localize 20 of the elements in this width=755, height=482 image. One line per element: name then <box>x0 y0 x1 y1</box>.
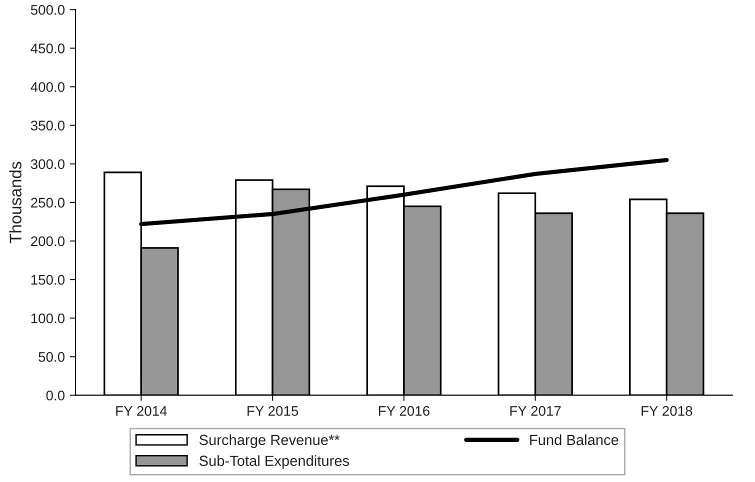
legend-label: Sub-Total Expenditures <box>199 455 350 469</box>
x-tick-label: FY 2015 <box>248 406 298 416</box>
x-tick-label: FY 2017 <box>510 406 561 416</box>
y-tick-label: 200.0 <box>31 236 65 246</box>
y-tick-label: 250.0 <box>31 198 65 208</box>
x-tick-label: FY 2018 <box>642 406 692 416</box>
x-tick-label: FY 2014 <box>116 406 167 416</box>
y-tick-label: 100.0 <box>31 313 65 324</box>
legend-label: Fund Balance <box>530 434 618 446</box>
y-axis-title: Thousands <box>9 162 22 244</box>
y-tick-label: 400.0 <box>30 82 65 92</box>
y-tick-label: 0.0 <box>46 390 65 400</box>
x-tick-label: FY 2016 <box>378 406 430 416</box>
legend-label: Surcharge Revenue** <box>199 434 340 448</box>
y-tick-label: 300.0 <box>30 159 65 170</box>
y-tick-label: 50.0 <box>38 352 65 362</box>
y-tick-label: 500.0 <box>30 4 65 15</box>
y-tick-label: 150.0 <box>31 274 65 285</box>
y-tick-label: 350.0 <box>30 120 65 130</box>
y-tick-label: 450.0 <box>30 44 65 54</box>
